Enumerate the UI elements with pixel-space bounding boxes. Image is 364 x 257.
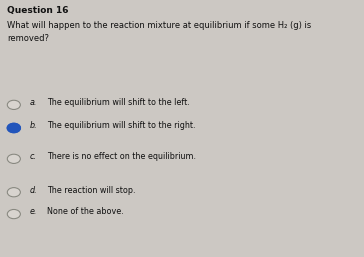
- Text: c.: c.: [30, 152, 37, 161]
- Text: d.: d.: [30, 186, 37, 195]
- Text: a.: a.: [30, 98, 37, 107]
- Circle shape: [7, 100, 20, 109]
- Text: The equilibrium will shift to the left.: The equilibrium will shift to the left.: [47, 98, 190, 107]
- Text: None of the above.: None of the above.: [47, 207, 124, 216]
- Circle shape: [7, 123, 20, 133]
- Text: e.: e.: [30, 207, 37, 216]
- Circle shape: [7, 154, 20, 163]
- Circle shape: [7, 209, 20, 219]
- Text: b.: b.: [30, 121, 37, 130]
- Text: Question 16: Question 16: [7, 6, 69, 15]
- Text: What will happen to the reaction mixture at equilibrium if some H₂ (g) is: What will happen to the reaction mixture…: [7, 21, 312, 30]
- Text: removed?: removed?: [7, 34, 49, 43]
- Text: The reaction will stop.: The reaction will stop.: [47, 186, 136, 195]
- Text: There is no effect on the equilibrium.: There is no effect on the equilibrium.: [47, 152, 196, 161]
- Text: The equilibrium will shift to the right.: The equilibrium will shift to the right.: [47, 121, 196, 130]
- Circle shape: [7, 188, 20, 197]
